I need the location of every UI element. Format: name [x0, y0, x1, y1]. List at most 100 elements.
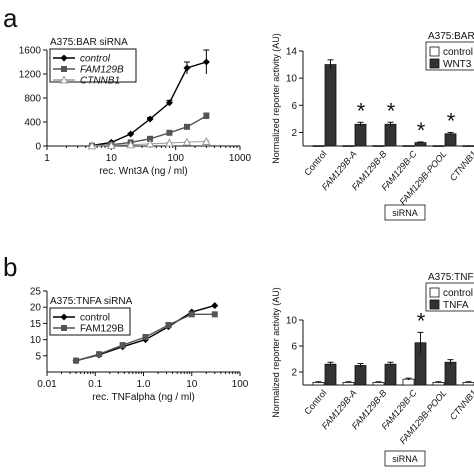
a_line-data-point: [106, 140, 116, 150]
b_line-data-point: [73, 357, 80, 364]
a_line-data-point: [126, 140, 136, 149]
b_line-y-tick-label: 20: [30, 303, 42, 314]
b_bar-bar: [384, 363, 397, 386]
b_line-data-point: [96, 351, 103, 358]
b_bar-sirna-box: [384, 450, 426, 467]
a_bar-y-tick-label: 14: [286, 47, 298, 58]
b_bar-bar: [324, 363, 337, 386]
a_bar-bar: [444, 133, 457, 147]
a_line-legend-label: CTNNB1: [80, 76, 120, 87]
panel-letter-a: a: [3, 3, 18, 33]
a_line-legend-title: A375:BAR siRNA: [50, 37, 128, 48]
b_bar-category-label: CTNNB1: [448, 388, 474, 422]
a_bar-bar: [402, 145, 415, 147]
a_line-data-point: [166, 129, 173, 136]
b_line-data-point: [188, 311, 195, 318]
a_bar-legend-title: A375:BAR: [428, 31, 474, 42]
b_bar-category-label: Control: [302, 388, 328, 417]
a_bar-bar: [432, 145, 445, 147]
a_line-legend-marker: [60, 54, 68, 62]
a_line-data-point: [183, 123, 190, 130]
a_bar-y-axis-label: Normalized reporter activity (AU): [271, 33, 281, 164]
a_bar-category-label: Control: [302, 149, 328, 178]
a_bar-bar: [354, 123, 367, 147]
a_bar-significance-star: *: [447, 108, 456, 133]
b_line-y-tick-label: 10: [30, 335, 42, 346]
b_bar-y-tick-label: 2: [291, 368, 297, 379]
a_line-data-point: [202, 136, 211, 145]
a_bar-significance-star: *: [417, 118, 426, 143]
a_line-legend-marker: [61, 66, 67, 72]
a_bar-legend-label: WNT3: [443, 59, 472, 70]
a_line-x-tick-label: 1: [44, 153, 50, 164]
b_line-data-point: [165, 322, 172, 329]
b_bar-x-axis-label: siRNA: [392, 454, 418, 464]
b_line-y-tick-label: 25: [30, 287, 42, 298]
a_line-x-tick-label: 10: [106, 153, 118, 164]
a_line-legend-label: FAM129B: [80, 65, 124, 76]
b_line-data-point: [119, 342, 126, 349]
a_bar-significance-star: *: [387, 98, 396, 123]
a_line-data-point: [165, 99, 173, 107]
a_bar-bar: [342, 145, 355, 147]
b_bar-significance-star: *: [417, 308, 426, 333]
a_line-data-point: [183, 64, 191, 72]
a_line-y-tick-label: 800: [24, 94, 41, 105]
b_line-x-tick-label: 0.01: [37, 379, 57, 390]
a_bar-bar: [384, 123, 397, 147]
a_line-x-axis-label: rec. Wnt3A (ng / ml): [99, 166, 187, 177]
a_bar-bar: [324, 64, 337, 147]
b_bar-legend-label: TNFA: [443, 300, 469, 311]
b_line-x-axis-label: rec. TNFalpha (ng / ml): [92, 392, 195, 403]
a_line-data-point: [202, 58, 210, 66]
b_bar-y-axis-label: Normalized reporter activity (AU): [271, 287, 281, 418]
a_bar-bar: [312, 145, 325, 147]
a_bar-x-axis-label: siRNA: [392, 208, 418, 218]
b_line-x-tick-label: 1.0: [137, 379, 151, 390]
b_line-data-point: [211, 302, 219, 310]
a_line-legend-label: control: [80, 54, 111, 65]
a_line-data-point: [203, 113, 210, 119]
a_line-data-point: [165, 138, 174, 147]
b_line-legend-marker: [61, 325, 67, 331]
b_line-y-tick-label: 15: [30, 319, 42, 330]
a_line-data-point: [147, 135, 154, 142]
a_line-data-point: [182, 137, 192, 146]
b_line-legend-title: A375:TNFA siRNA: [50, 296, 133, 307]
b_bar-legend-label: control: [443, 288, 473, 299]
a_line-data-point: [87, 141, 97, 150]
a_bar-bar: [372, 145, 385, 147]
a_bar-legend-swatch: [429, 58, 440, 69]
a_line-data-point: [146, 115, 154, 123]
a_line-x-tick-label: 100: [167, 153, 184, 164]
a_line-y-tick-label: 0: [35, 142, 41, 153]
b_line-x-tick-label: 10: [186, 379, 198, 390]
a_bar-legend-label: control: [443, 47, 473, 58]
a_bar-bar: [462, 145, 474, 147]
a_line-y-tick-label: 1600: [19, 46, 42, 57]
b_bar-legend-title: A375:TNF: [428, 272, 474, 283]
b_line-x-tick-label: 100: [232, 379, 249, 390]
a_line-y-tick-label: 400: [24, 118, 41, 129]
a_bar-category-label: CTNNB1: [448, 149, 474, 183]
b_line-data-point: [211, 311, 218, 318]
b_bar-bar: [444, 361, 457, 386]
a_bar-legend-swatch: [429, 46, 440, 57]
b_bar-legend-swatch: [429, 299, 440, 310]
a_line-x-tick-label: 1000: [229, 153, 252, 164]
b_line-legend-marker: [60, 313, 68, 321]
a_line-data-point: [127, 130, 135, 138]
a_bar-sirna-box: [384, 204, 426, 221]
a_bar-y-tick-label: 2: [291, 128, 297, 139]
b_bar-bar: [354, 365, 367, 386]
b_bar-legend-swatch: [429, 287, 440, 298]
a_line-data-point: [145, 139, 155, 148]
panel-letter-b: b: [3, 252, 17, 282]
b_bar-y-tick-label: 10: [286, 316, 298, 327]
b_line-data-point: [142, 334, 149, 341]
a_bar-y-tick-label: 10: [286, 74, 298, 85]
b_line-y-tick-label: 5: [35, 351, 41, 362]
b_line-x-tick-label: 0.1: [88, 379, 102, 390]
a_line-legend-marker: [59, 75, 69, 84]
b_line-legend-label: FAM129B: [80, 324, 124, 335]
